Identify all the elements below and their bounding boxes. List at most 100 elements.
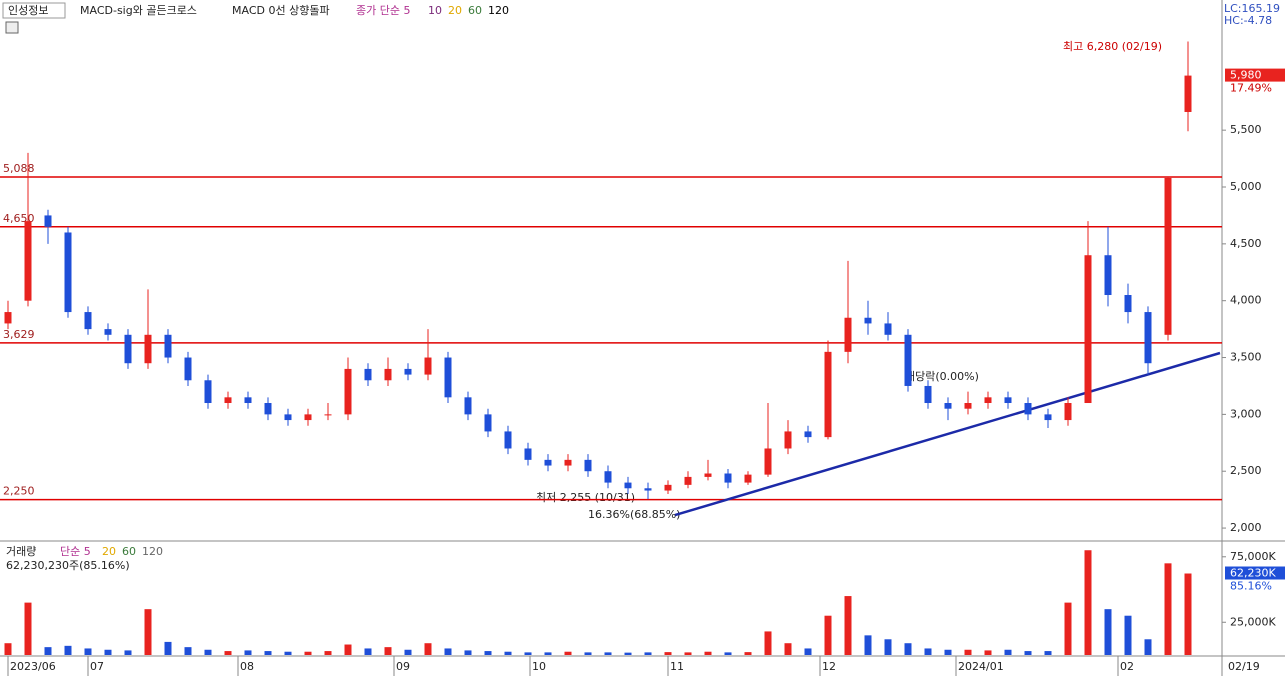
candle-body	[1184, 75, 1192, 112]
volume-ma-title: 단순 5	[60, 545, 91, 558]
volume-bar	[624, 652, 632, 655]
candle-body	[964, 403, 972, 409]
candle-body	[704, 473, 712, 477]
candle-body	[484, 414, 492, 432]
signal: MACD-sig와 골든크로스	[80, 4, 197, 17]
volume-bar	[224, 651, 232, 655]
y-tick-label: 5,000	[1230, 180, 1262, 193]
candle-body	[264, 403, 272, 415]
candle-body	[524, 448, 532, 460]
volume-bar	[144, 609, 152, 655]
candle-body	[564, 459, 572, 466]
volume-bar	[684, 652, 692, 655]
candle-body	[1164, 177, 1172, 335]
x-tick-label: 02	[1120, 660, 1134, 673]
candle-body	[424, 357, 432, 375]
volume-bar	[424, 643, 432, 655]
candle-body	[584, 459, 592, 472]
candle-body	[604, 471, 612, 483]
candle-body	[364, 368, 372, 381]
candle-body	[1124, 295, 1132, 313]
x-tick-label: 2024/01	[958, 660, 1004, 673]
x-tick-label: 12	[822, 660, 836, 673]
volume-bar	[264, 651, 272, 655]
volume-bar	[924, 648, 932, 655]
volume-bar	[904, 643, 912, 655]
lc-label: LC:165.19	[1224, 2, 1280, 15]
volume-bar	[344, 644, 352, 655]
volume-bar	[464, 650, 472, 655]
volume-bar	[584, 652, 592, 655]
candle-body	[464, 397, 472, 415]
volume-bar	[4, 643, 12, 655]
volume-bar	[324, 651, 332, 655]
candle-body	[664, 484, 672, 491]
candle-body	[444, 357, 452, 398]
volume-bar	[104, 649, 112, 655]
candle-body	[1044, 414, 1052, 421]
current-volume: 62,230K	[1230, 567, 1276, 580]
candle-body	[44, 215, 52, 227]
y-tick-label: 3,000	[1230, 407, 1262, 420]
volume-bar	[84, 648, 92, 655]
level-label: 2,250	[3, 485, 35, 498]
candle-body	[4, 312, 12, 324]
volume-bar	[1044, 651, 1052, 655]
volume-bar	[184, 647, 192, 655]
volume-bar	[1084, 550, 1092, 655]
candle-body	[904, 334, 912, 386]
candle-body	[864, 317, 872, 324]
volume-bar	[384, 647, 392, 655]
grid-icon[interactable]	[5, 21, 19, 34]
volume-bar	[304, 651, 312, 655]
candle-body	[784, 431, 792, 449]
stock-name: 인성정보	[8, 4, 48, 17]
candle-body	[544, 459, 552, 466]
x-tick-label: 08	[240, 660, 254, 673]
candle-body	[84, 312, 92, 330]
stock-name-box[interactable]	[2, 2, 66, 19]
candle-body	[64, 232, 72, 313]
volume-title: 거래량	[6, 545, 36, 558]
candle-body	[944, 403, 952, 409]
y-tick-label: 4,000	[1230, 294, 1262, 307]
candle-body	[344, 368, 352, 415]
current-change: 17.49%	[1230, 82, 1272, 95]
candle-body	[384, 368, 392, 381]
y-tick-label: 3,500	[1230, 351, 1262, 364]
candle-body	[404, 368, 412, 375]
last-date: 02/19	[1228, 660, 1260, 673]
volume-bar	[744, 652, 752, 655]
volume-bar	[564, 651, 572, 655]
candle-body	[1004, 397, 1012, 404]
volume-bar	[404, 649, 412, 655]
candle-body	[504, 431, 512, 449]
volume-bar	[984, 650, 992, 655]
volume-bar	[1164, 563, 1172, 655]
candle-body	[684, 476, 692, 485]
x-tick-label: 09	[396, 660, 410, 673]
candle-body	[244, 397, 252, 404]
high-annotation: 최고 6,280 (02/19)	[1063, 40, 1162, 53]
candle-body	[624, 482, 632, 489]
x-tick-label: 2023/06	[10, 660, 56, 673]
candle-body	[184, 357, 192, 381]
y-tick-label: 5,500	[1230, 123, 1262, 136]
volume-bar	[44, 647, 52, 655]
volume-bar	[724, 652, 732, 655]
volume-bar	[844, 596, 852, 655]
candle-body	[644, 488, 652, 491]
volume-bar	[504, 651, 512, 655]
y-tick-label: 2,000	[1230, 521, 1262, 534]
y-tick-label: 75,000K	[1230, 550, 1276, 563]
volume-bar	[524, 652, 532, 655]
candle-body	[24, 221, 32, 301]
candle-body	[224, 397, 232, 404]
level-label: 3,629	[3, 328, 35, 341]
candle-body	[844, 317, 852, 352]
current-volume-box	[1225, 566, 1285, 580]
volume-bar	[884, 639, 892, 655]
gain-annotation: 16.36%(68.85%)	[588, 508, 680, 521]
dividend-annotation: 배당락(0.00%)	[905, 370, 979, 383]
